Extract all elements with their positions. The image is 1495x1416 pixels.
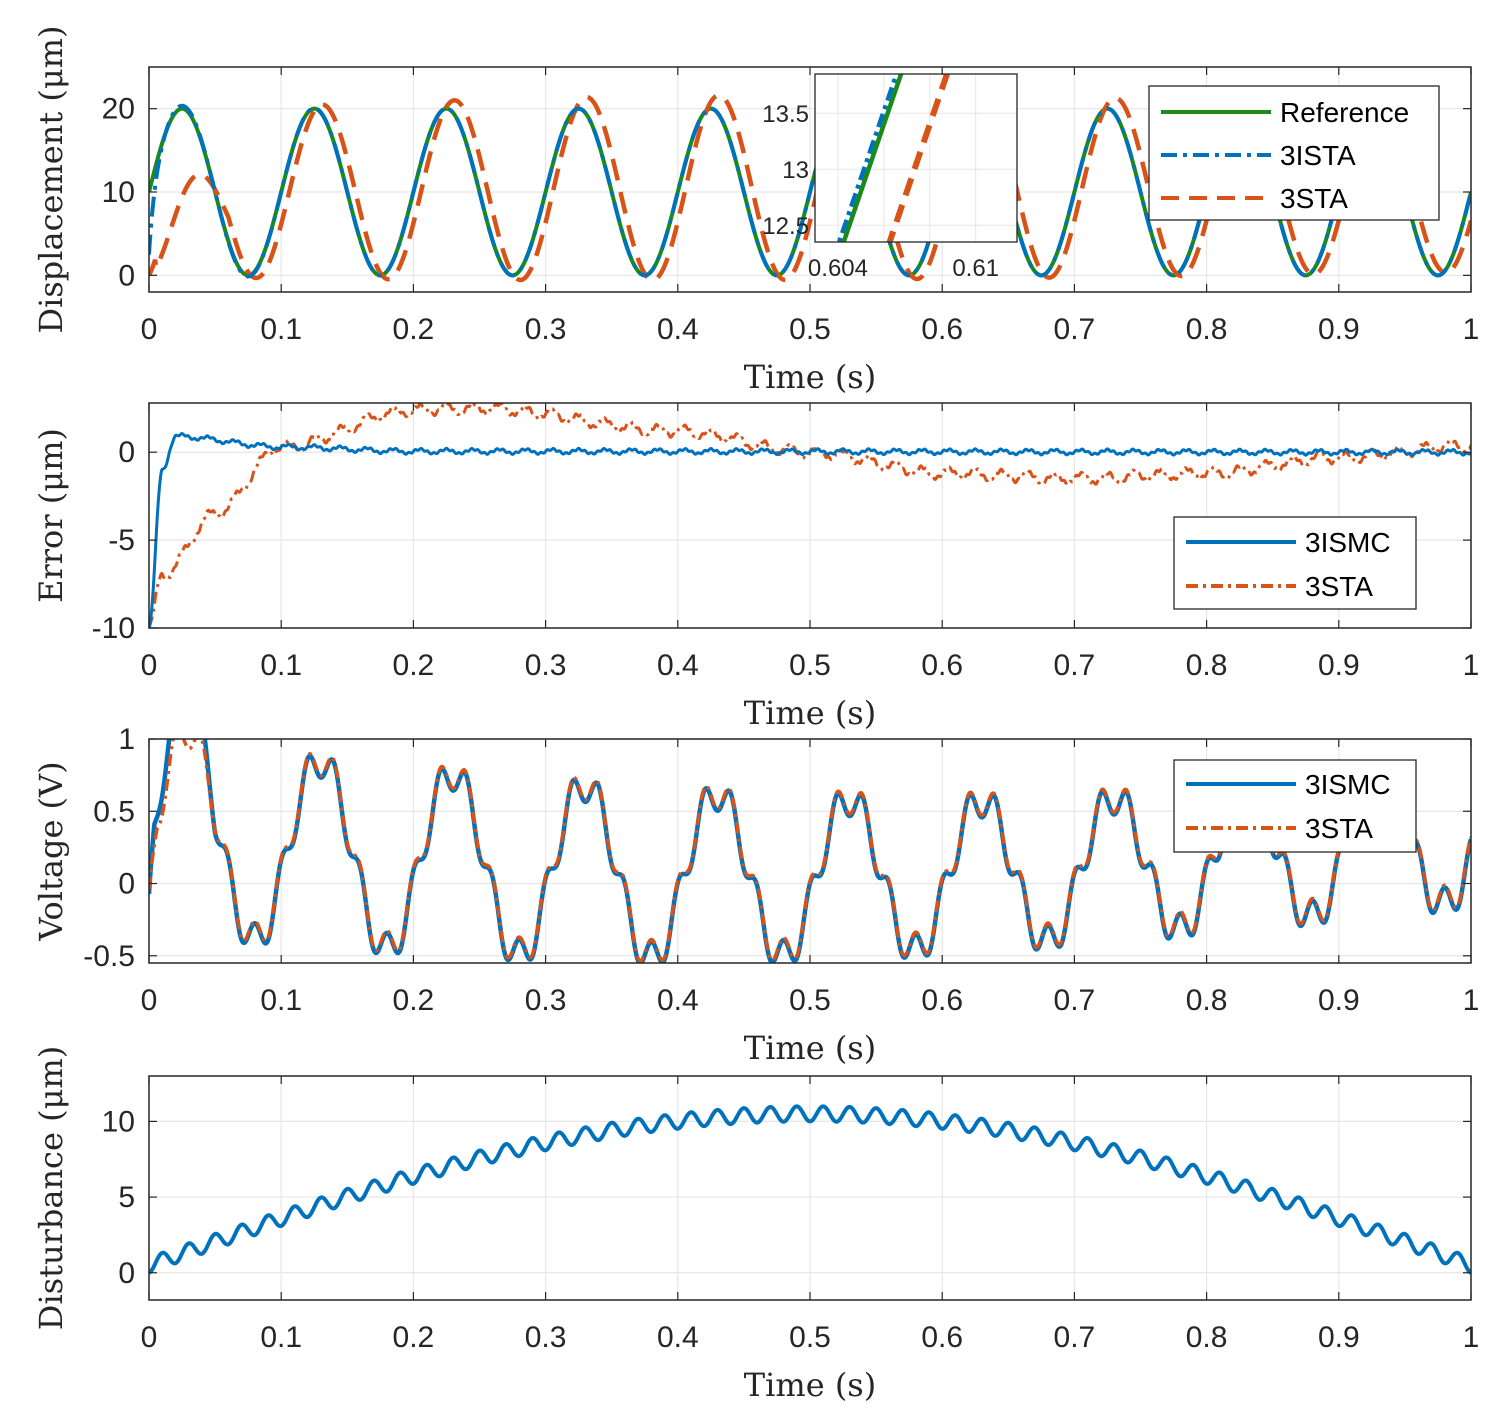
inset-axes: 12.5 13 13.5 0.604 0.61 [762,73,1018,282]
voltage-ylabel: Voltage (V) [32,761,70,941]
voltage-xtick-label: 0 [141,984,158,1017]
voltage-xlabel: Time (s) [744,1029,876,1067]
disturbance-ytick-label: 0 [118,1257,135,1290]
displacement-xtick-label: 0.3 [525,313,567,346]
error-xtick-label: 0.3 [525,649,567,682]
error-xlabel: Time (s) [744,694,876,732]
voltage-frame: 0 0.1 0.2 0.3 0.4 0.5 0.6 0.7 0.8 0.9 1-0.500.51Ti… [32,723,1479,1067]
error-series [149,403,1471,628]
disturbance-xtick-label: 1 [1463,1321,1480,1354]
displacement-xtick-label: 0.1 [260,313,302,346]
displacement-xtick-label: 0.6 [921,313,963,346]
legend-label: Reference [1280,97,1409,128]
legend-label: 3STA [1280,183,1348,214]
error-ylabel: Error (μm) [32,428,70,603]
disturbance-line [149,1104,1471,1275]
voltage-xtick-label: 0.6 [921,984,963,1017]
error-xtick-label: 0.8 [1186,649,1228,682]
error-ytick-label: -10 [92,612,135,645]
inset-reference-line [841,74,904,242]
displacement-ytick-label: 20 [102,93,135,126]
legend-label: 3STA [1305,571,1373,602]
error-xtick-label: 1 [1463,649,1480,682]
voltage-ytick-label: 1 [118,723,135,756]
voltage-xtick-label: 0.8 [1186,984,1228,1017]
error-xtick-label: 0.5 [789,649,831,682]
voltage-xtick-label: 0.2 [393,984,435,1017]
disturbance-series [149,1104,1471,1275]
legend-label: 3ISMC [1305,527,1391,558]
disturbance-xtick-label: 0.2 [393,1321,435,1354]
displacement-xlabel: Time (s) [744,358,876,396]
displacement-xtick-label: 1 [1463,313,1480,346]
error-legend: 3ISMC 3STA [1173,516,1417,610]
displacement-xtick-label: 0.7 [1054,313,1096,346]
displacement-xtick-label: 0.9 [1318,313,1360,346]
displacement-ytick-label: 10 [102,176,135,209]
inset-ytick-label: 13.5 [762,101,809,128]
voltage-xtick-label: 0.3 [525,984,567,1017]
voltage-xtick-label: 0.4 [657,984,699,1017]
disturbance-xtick-label: 0.4 [657,1321,699,1354]
voltage-ytick-label: 0 [118,868,135,901]
error-xtick-label: 0.9 [1318,649,1360,682]
inset-ytick-label: 13 [782,157,809,184]
disturbance-xtick-label: 0.6 [921,1321,963,1354]
displacement-xtick-label: 0.4 [657,313,699,346]
voltage-legend: 3ISMC 3STA [1173,759,1417,853]
inset-ytick-label: 12.5 [762,213,809,240]
voltage-xtick-label: 0.9 [1318,984,1360,1017]
inset-box [814,73,1018,243]
error-xtick-label: 0 [141,649,158,682]
voltage-ytick-label: -0.5 [83,940,135,973]
displacement-xtick-label: 0.5 [789,313,831,346]
disturbance-xlabel: Time (s) [744,1366,876,1404]
voltage-xtick-label: 0.7 [1054,984,1096,1017]
displacement-xtick-label: 0.2 [393,313,435,346]
voltage-ytick-label: 0.5 [93,795,135,828]
disturbance-xtick-label: 0.3 [525,1321,567,1354]
error-xtick-label: 0.2 [393,649,435,682]
inset-3sta-line [886,74,951,242]
disturbance-xtick-label: 0.5 [789,1321,831,1354]
legend-label: 3ISMC [1305,769,1391,800]
legend-label: 3ISTA [1280,140,1356,171]
disturbance-xtick-label: 0 [141,1321,158,1354]
inset-3ista-line [836,74,899,242]
error-xtick-label: 0.6 [921,649,963,682]
legend-box [1173,516,1417,610]
error-xtick-label: 0.4 [657,649,699,682]
displacement-ylabel: Displacement (μm) [32,26,70,334]
displacement-xtick-label: 0 [141,313,158,346]
disturbance-xtick-label: 0.8 [1186,1321,1228,1354]
voltage-xtick-label: 0.5 [789,984,831,1017]
displacement-xtick-label: 0.8 [1186,313,1228,346]
inset-series [836,74,951,242]
3ismc-line [149,431,1471,628]
disturbance-ytick-label: 5 [118,1181,135,1214]
error-frame: 0 0.1 0.2 0.3 0.4 0.5 0.6 0.7 0.8 0.9 1 -10 -5 0 Time … [32,402,1480,732]
disturbance-xtick-label: 0.7 [1054,1321,1096,1354]
error-xtick-label: 0.1 [260,649,302,682]
voltage-xtick-label: 1 [1463,984,1480,1017]
displacement-ytick-label: 0 [118,259,135,292]
disturbance-xtick-label: 0.9 [1318,1321,1360,1354]
error-xtick-label: 0.7 [1054,649,1096,682]
legend-label: 3STA [1305,813,1373,844]
inset-xtick-label: 0.604 [808,255,868,282]
inset-xtick-label: 0.61 [952,255,999,282]
error-ytick-label: 0 [118,436,135,469]
disturbance-ytick-label: 10 [102,1105,135,1138]
disturbance-xtick-label: 0.1 [260,1321,302,1354]
voltage-xtick-label: 0.1 [260,984,302,1017]
displacement-legend: Reference 3ISTA 3STA [1148,85,1440,221]
disturbance-ylabel: Disturbance (μm) [32,1046,70,1330]
legend-box [1173,759,1417,853]
error-ytick-label: -5 [108,524,135,557]
